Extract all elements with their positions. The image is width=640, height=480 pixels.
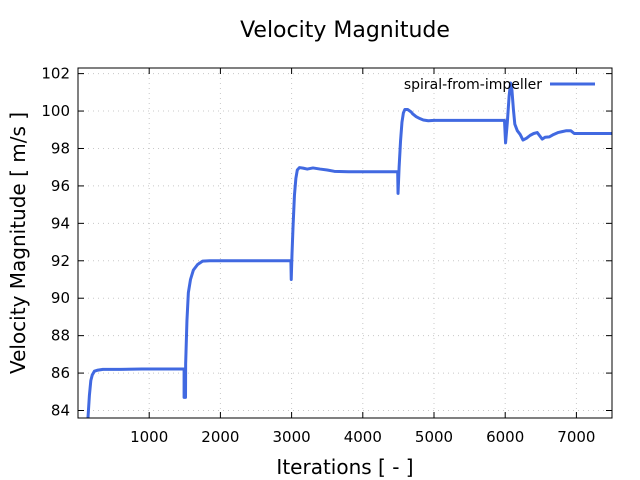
x-tick-label: 7000 (557, 428, 595, 446)
y-tick-label: 100 (41, 102, 70, 120)
x-axis-label: Iterations [ - ] (276, 455, 413, 479)
y-tick-label: 92 (51, 252, 70, 270)
y-tick-label: 94 (51, 214, 70, 232)
y-tick-label: 84 (51, 402, 70, 420)
legend-label: spiral-from-impeller (404, 77, 542, 93)
x-tick-label: 5000 (415, 428, 453, 446)
y-tick-label: 88 (51, 327, 70, 345)
x-tick-label: 4000 (344, 428, 382, 446)
y-tick-label: 102 (41, 65, 70, 83)
plot-frame (77, 67, 613, 419)
chart-title: Velocity Magnitude (240, 18, 450, 43)
x-tick-label: 2000 (201, 428, 239, 446)
x-tick-label: 3000 (273, 428, 311, 446)
y-tick-label: 90 (51, 289, 70, 307)
series-layer (86, 81, 612, 418)
x-tick-label: 1000 (130, 428, 168, 446)
y-tick-label: 86 (51, 364, 70, 382)
y-tick-label: 98 (51, 139, 70, 157)
grid (78, 68, 612, 418)
x-tick-label: 6000 (486, 428, 524, 446)
series-line-0 (86, 81, 612, 418)
y-tick-label: 96 (51, 177, 70, 195)
legend: spiral-from-impeller (404, 77, 595, 93)
y-axis-label: Velocity Magnitude [ m/s ] (6, 112, 30, 374)
ticks: 1000 2000 3000 4000 5000 6000 7000 84 86 88 90 92 94… (41, 65, 612, 446)
